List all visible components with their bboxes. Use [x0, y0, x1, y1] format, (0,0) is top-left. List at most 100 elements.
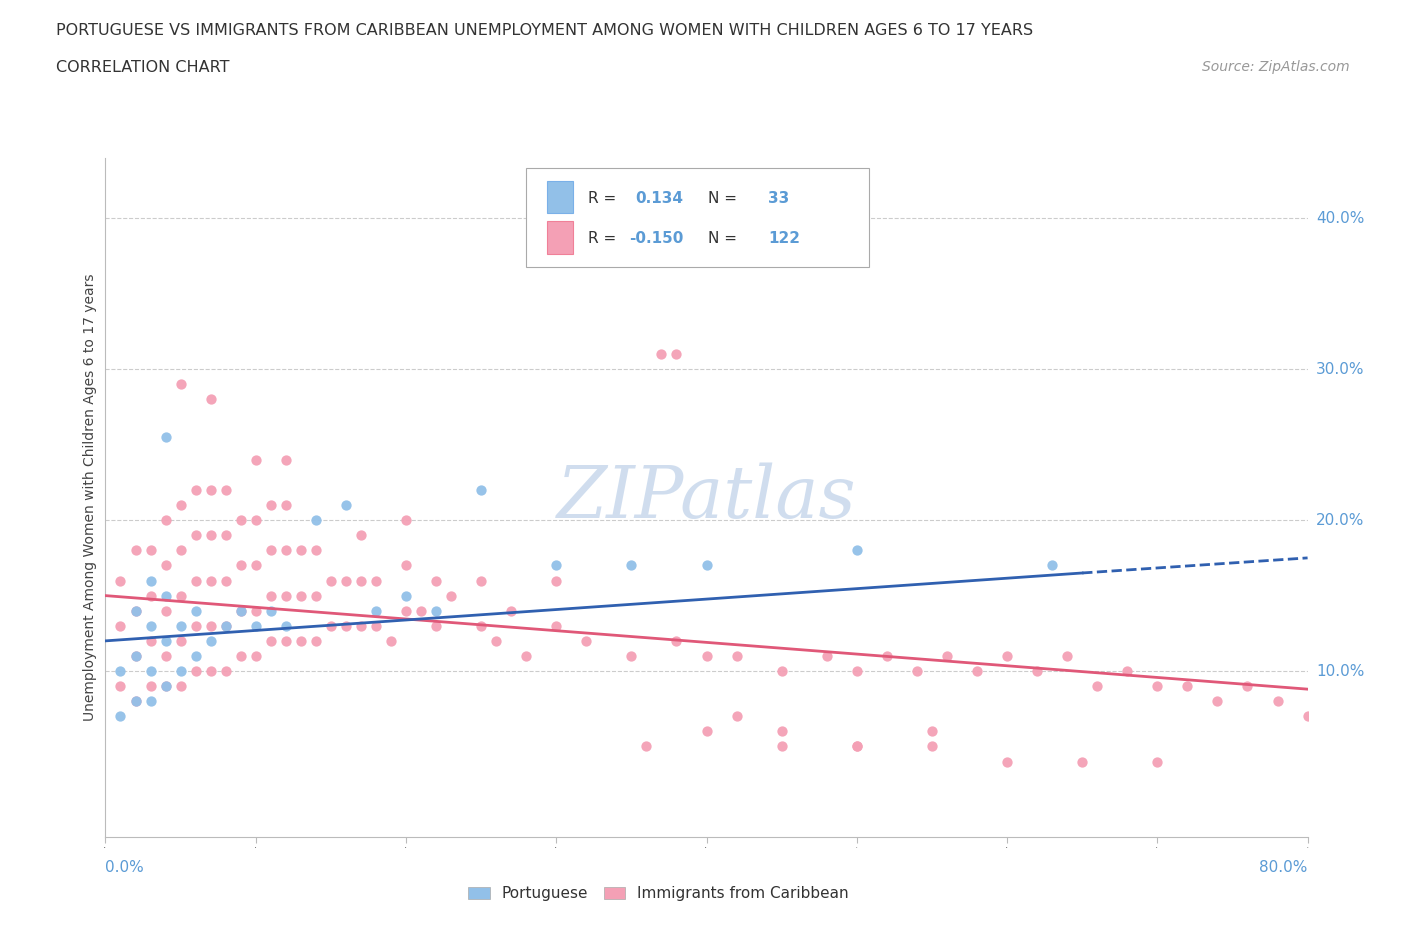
Text: 80.0%: 80.0%: [1260, 860, 1308, 875]
Point: [184, 618, 207, 633]
Point: [124, 694, 146, 709]
Point: [214, 618, 236, 633]
Text: 10.0%: 10.0%: [1316, 663, 1364, 679]
Point: [364, 604, 387, 618]
Point: [425, 604, 447, 618]
Point: [936, 648, 959, 663]
Point: [110, 709, 132, 724]
Point: [409, 604, 432, 618]
Point: [1026, 664, 1049, 679]
Point: [229, 512, 252, 527]
Point: [214, 618, 236, 633]
Point: [470, 618, 492, 633]
FancyBboxPatch shape: [547, 221, 574, 254]
Point: [110, 679, 132, 694]
Point: [1071, 754, 1094, 769]
Point: [575, 633, 598, 648]
FancyBboxPatch shape: [547, 180, 574, 213]
Point: [139, 664, 162, 679]
Point: [200, 664, 222, 679]
Point: [124, 648, 146, 663]
Point: [229, 558, 252, 573]
Point: [1206, 694, 1229, 709]
Point: [184, 604, 207, 618]
Point: [274, 588, 297, 603]
Point: [245, 648, 267, 663]
Text: 30.0%: 30.0%: [1316, 362, 1364, 377]
Point: [290, 588, 312, 603]
Point: [124, 543, 146, 558]
Point: [260, 543, 283, 558]
Point: [335, 618, 357, 633]
Point: [245, 604, 267, 618]
Point: [214, 664, 236, 679]
Text: -0.150: -0.150: [630, 232, 683, 246]
Point: [335, 573, 357, 588]
Point: [155, 633, 177, 648]
Point: [155, 604, 177, 618]
Point: [229, 648, 252, 663]
Point: [665, 347, 688, 362]
Legend: Portuguese, Immigrants from Caribbean: Portuguese, Immigrants from Caribbean: [463, 880, 855, 908]
Point: [1175, 679, 1198, 694]
Point: [696, 724, 718, 738]
Y-axis label: Unemployment Among Women with Children Ages 6 to 17 years: Unemployment Among Women with Children A…: [83, 273, 97, 722]
Point: [139, 694, 162, 709]
Point: [155, 679, 177, 694]
Point: [335, 498, 357, 512]
Point: [305, 543, 328, 558]
Point: [725, 709, 748, 724]
Point: [485, 633, 508, 648]
Point: [139, 543, 162, 558]
Point: [546, 618, 568, 633]
Point: [274, 543, 297, 558]
Text: 0.0%: 0.0%: [105, 860, 145, 875]
Point: [274, 633, 297, 648]
Text: 122: 122: [768, 232, 800, 246]
Point: [995, 754, 1018, 769]
Point: [245, 618, 267, 633]
Point: [169, 377, 191, 392]
Point: [139, 679, 162, 694]
Point: [770, 724, 793, 738]
Point: [905, 664, 928, 679]
Text: 20.0%: 20.0%: [1316, 512, 1364, 527]
Point: [110, 573, 132, 588]
Point: [260, 588, 283, 603]
Point: [245, 452, 267, 467]
Point: [305, 588, 328, 603]
Point: [155, 512, 177, 527]
Point: [169, 633, 191, 648]
Point: [139, 618, 162, 633]
Point: [319, 573, 342, 588]
Point: [124, 694, 146, 709]
Point: [214, 483, 236, 498]
Point: [319, 618, 342, 633]
Point: [110, 664, 132, 679]
Point: [290, 633, 312, 648]
Point: [845, 664, 868, 679]
Point: [770, 664, 793, 679]
Point: [260, 498, 283, 512]
Point: [815, 648, 838, 663]
Text: R =: R =: [588, 191, 616, 206]
Point: [546, 573, 568, 588]
Point: [200, 618, 222, 633]
Point: [184, 483, 207, 498]
Point: [184, 648, 207, 663]
Point: [200, 483, 222, 498]
Point: [350, 528, 373, 543]
Point: [350, 573, 373, 588]
Point: [229, 604, 252, 618]
Point: [200, 392, 222, 407]
Point: [124, 604, 146, 618]
Point: [696, 648, 718, 663]
FancyBboxPatch shape: [526, 168, 869, 267]
Point: [845, 739, 868, 754]
Point: [650, 347, 672, 362]
Point: [364, 618, 387, 633]
Point: [155, 679, 177, 694]
Point: [169, 679, 191, 694]
Point: [665, 633, 688, 648]
Point: [1056, 648, 1078, 663]
